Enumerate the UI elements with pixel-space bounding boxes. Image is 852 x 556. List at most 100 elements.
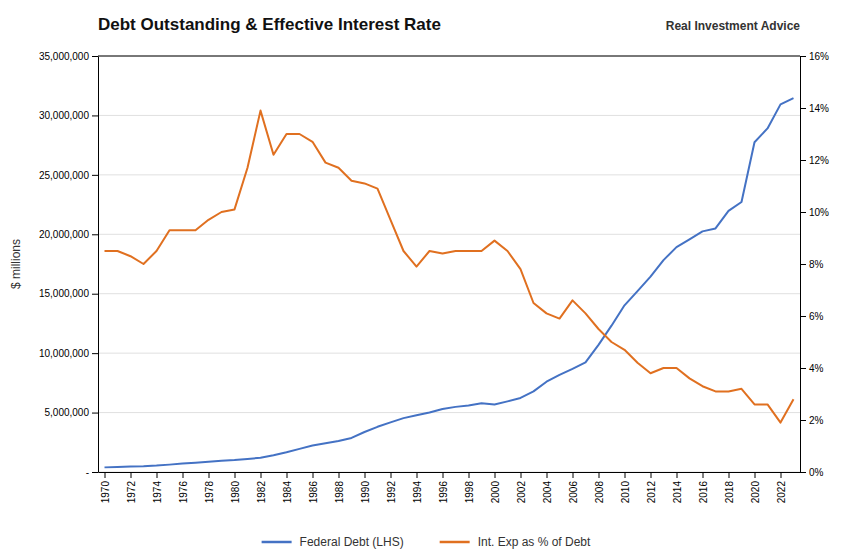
tick-label: 2016 [698, 481, 709, 504]
tick: 2018 [724, 472, 735, 503]
tick-mark [800, 420, 806, 421]
tick: 1984 [282, 472, 293, 503]
tick-label: 1996 [438, 481, 449, 504]
grid-line [98, 115, 800, 116]
frame-line [98, 56, 800, 57]
tick: 15,000,000 [39, 288, 98, 299]
tick-mark [287, 472, 288, 478]
tick-mark [313, 472, 314, 478]
series-line [105, 98, 794, 467]
tick-mark [800, 108, 806, 109]
tick: 8% [800, 259, 824, 270]
tick-label: 2% [809, 415, 824, 426]
tick: 10% [800, 207, 829, 218]
tick-label: 2018 [724, 481, 735, 504]
tick-label: 12% [809, 155, 829, 166]
tick: 1972 [126, 472, 137, 503]
tick-label: 15,000,000 [39, 288, 89, 299]
tick: 2008 [594, 472, 605, 503]
tick: 0% [800, 467, 824, 478]
tick: 1990 [360, 472, 371, 503]
grid-line [98, 56, 800, 57]
tick-label: - [86, 467, 89, 478]
chart: Debt Outstanding & Effective Interest Ra… [0, 0, 852, 556]
tick-mark [209, 472, 210, 478]
tick-label: 2012 [646, 481, 657, 504]
tick-mark [417, 472, 418, 478]
tick-label: 8% [809, 259, 824, 270]
tick-label: 1980 [230, 481, 241, 504]
legend: Federal Debt (LHS) Int. Exp as % of Debt [262, 535, 591, 549]
tick-label: 1998 [464, 481, 475, 504]
axis-line [99, 472, 801, 473]
tick-mark [92, 56, 98, 57]
legend-item: Int. Exp as % of Debt [440, 535, 591, 549]
tick-mark [521, 472, 522, 478]
tick-label: 1982 [256, 481, 267, 504]
tick-label: 2008 [594, 481, 605, 504]
tick-label: 1978 [204, 481, 215, 504]
tick-mark [755, 472, 756, 478]
tick: 1970 [100, 472, 111, 503]
tick-label: 10% [809, 207, 829, 218]
tick-label: 2014 [672, 481, 683, 504]
grid-line [98, 472, 800, 473]
tick-mark [235, 472, 236, 478]
tick: 2004 [542, 472, 553, 503]
tick-mark [495, 472, 496, 478]
tick-label: 6% [809, 311, 824, 322]
tick-mark [800, 316, 806, 317]
tick-label: 1970 [100, 481, 111, 504]
tick-label: 2000 [490, 481, 501, 504]
tick-mark [157, 472, 158, 478]
tick: 1988 [334, 472, 345, 503]
tick: 4% [800, 363, 824, 374]
tick-mark [599, 472, 600, 478]
tick: 2000 [490, 472, 501, 503]
series-line [105, 111, 794, 423]
legend-swatch [262, 541, 292, 544]
tick-mark [729, 472, 730, 478]
tick: 2006 [568, 472, 579, 503]
tick: 2014 [672, 472, 683, 503]
tick-label: 30,000,000 [39, 110, 89, 121]
legend-label: Federal Debt (LHS) [300, 535, 404, 549]
tick-label: 1984 [282, 481, 293, 504]
tick-label: 1990 [360, 481, 371, 504]
grid [98, 56, 800, 472]
tick-mark [92, 353, 98, 354]
tick: 14% [800, 103, 829, 114]
tick-mark [92, 472, 98, 473]
tick-mark [677, 472, 678, 478]
tick-label: 5,000,000 [45, 407, 90, 418]
tick-mark [261, 472, 262, 478]
tick: 2022 [776, 472, 787, 503]
tick: 1998 [464, 472, 475, 503]
tick-mark [339, 472, 340, 478]
tick: 12% [800, 155, 829, 166]
x-axis: 1970197219741976197819801982198419861988… [99, 472, 801, 503]
tick-label: 1986 [308, 481, 319, 504]
tick-mark [131, 472, 132, 478]
tick-mark [703, 472, 704, 478]
tick-label: 20,000,000 [39, 229, 89, 240]
plot-area [105, 98, 794, 467]
tick: 2020 [750, 472, 761, 503]
tick-label: 1988 [334, 481, 345, 504]
y2-axis: 0% 2% 4% 6% 8% 10% 12% 14% 16% [800, 51, 829, 478]
legend-swatch [440, 541, 470, 544]
tick: 1992 [386, 472, 397, 503]
tick: 20,000,000 [39, 229, 98, 240]
grid-line [98, 174, 800, 175]
tick-mark [92, 234, 98, 235]
axis-line [98, 57, 99, 473]
tick-label: 2002 [516, 481, 527, 504]
tick: 2010 [620, 472, 631, 503]
tick: - [86, 467, 98, 478]
tick: 16% [800, 51, 829, 62]
title: Debt Outstanding & Effective Interest Ra… [98, 15, 441, 34]
tick-label: 2020 [750, 481, 761, 504]
tick: 6% [800, 311, 824, 322]
tick-mark [92, 115, 98, 116]
y-axis: -5,000,00010,000,00015,000,00020,000,000… [39, 51, 99, 478]
